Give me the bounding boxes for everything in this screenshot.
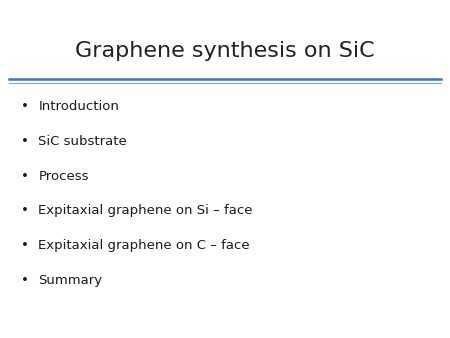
Text: •: • [21, 204, 29, 217]
Text: •: • [21, 274, 29, 287]
Text: •: • [21, 170, 29, 183]
Text: Process: Process [38, 170, 89, 183]
Text: •: • [21, 135, 29, 148]
Text: •: • [21, 100, 29, 113]
Text: SiC substrate: SiC substrate [38, 135, 127, 148]
Text: Summary: Summary [38, 274, 103, 287]
Text: •: • [21, 239, 29, 252]
Text: Expitaxial graphene on C – face: Expitaxial graphene on C – face [38, 239, 250, 252]
Text: Expitaxial graphene on Si – face: Expitaxial graphene on Si – face [38, 204, 253, 217]
Text: Introduction: Introduction [38, 100, 119, 113]
Text: Graphene synthesis on SiC: Graphene synthesis on SiC [75, 41, 375, 61]
